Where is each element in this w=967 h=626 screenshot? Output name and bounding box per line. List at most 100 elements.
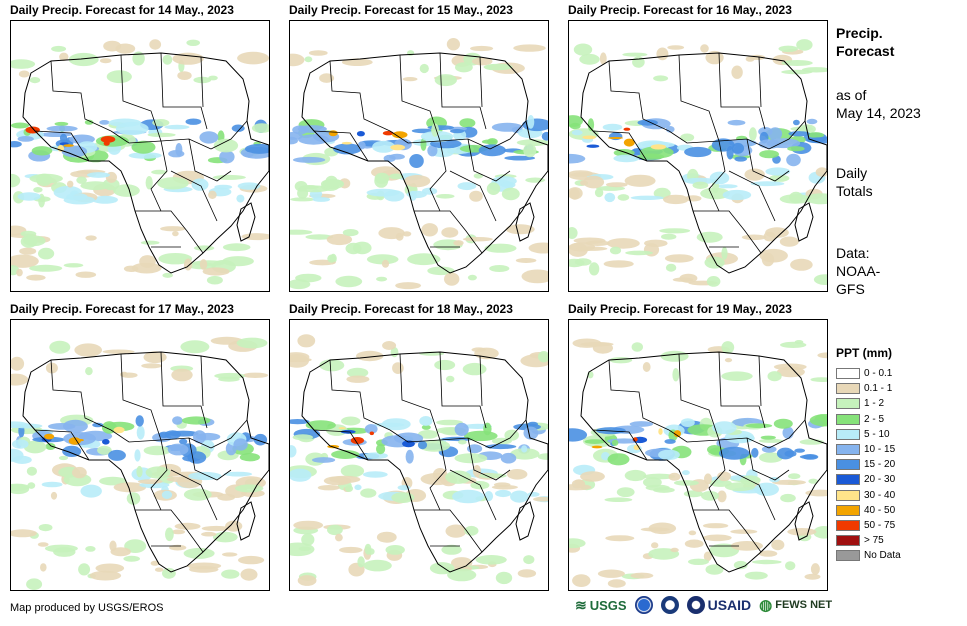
- precip-patch: [66, 193, 88, 201]
- precip-patch: [385, 545, 405, 555]
- precip-patch: [362, 471, 388, 478]
- country-border: [718, 52, 766, 130]
- precip-patch: [813, 274, 827, 285]
- precip-patch: [58, 455, 69, 461]
- precip-patch: [475, 555, 507, 565]
- country-border: [479, 56, 483, 108]
- precip-patch: [688, 530, 697, 536]
- precip-patch: [579, 53, 600, 65]
- precip-patch: [201, 525, 231, 532]
- precip-patch: [806, 118, 818, 125]
- precip-patch: [26, 274, 46, 281]
- precip-patch: [23, 235, 46, 247]
- precip-patch: [445, 470, 472, 484]
- precip-patch: [185, 118, 202, 125]
- precip-patch: [214, 184, 233, 190]
- forecast-panel-6: Daily Precip. Forecast for 19 May., 2023: [568, 302, 828, 592]
- precip-patch: [701, 491, 719, 501]
- precip-patch: [808, 478, 819, 484]
- precip-patch: [702, 534, 732, 542]
- precip-patch: [20, 230, 37, 237]
- country-border: [160, 351, 208, 429]
- precip-patch: [799, 454, 818, 459]
- precip-patch: [405, 449, 414, 464]
- precip-patch: [436, 419, 463, 426]
- precip-patch: [188, 566, 219, 573]
- panel-title: Daily Precip. Forecast for 14 May., 2023: [10, 3, 234, 17]
- country-border: [678, 54, 720, 142]
- precip-patch: [327, 254, 336, 263]
- legend-item: 30 - 40: [836, 488, 956, 503]
- heavy-precip-patch: [341, 141, 352, 145]
- precip-patch: [538, 351, 548, 363]
- precip-patch: [172, 416, 183, 425]
- precip-patch: [342, 229, 359, 237]
- precip-patch: [63, 263, 84, 268]
- precip-patch: [580, 471, 605, 482]
- precip-patch: [11, 254, 39, 268]
- precip-patch: [805, 193, 827, 205]
- precip-patch: [648, 522, 677, 535]
- precip-patch: [366, 254, 399, 265]
- precip-patch: [601, 452, 610, 461]
- country-border: [479, 355, 483, 407]
- madagascar-outline: [236, 501, 256, 541]
- heavy-precip-patch: [356, 131, 365, 137]
- precip-patch: [364, 424, 378, 434]
- precip-patch: [569, 538, 586, 549]
- heavy-precip-patch: [382, 131, 394, 136]
- precip-patch: [605, 535, 635, 542]
- precip-patch: [734, 156, 747, 162]
- precip-patch: [751, 559, 782, 565]
- precip-patch: [319, 73, 335, 83]
- africa-map-svg: [290, 38, 548, 290]
- forecast-panel-1: Daily Precip. Forecast for 14 May., 2023: [10, 3, 270, 293]
- precip-patch: [684, 539, 704, 548]
- precip-patch: [237, 182, 261, 190]
- precip-patch: [751, 447, 759, 458]
- precip-patch: [446, 38, 460, 51]
- precip-patch: [106, 70, 132, 84]
- country-border: [200, 355, 204, 407]
- precip-patch: [92, 195, 118, 204]
- precip-patch: [459, 118, 476, 128]
- precip-patch: [617, 194, 630, 201]
- precip-patch: [41, 481, 63, 488]
- precip-patch: [389, 173, 404, 180]
- legend-item: 20 - 30: [836, 472, 956, 487]
- precip-patch: [505, 224, 535, 235]
- usgs-wave-icon: ≋: [575, 596, 587, 613]
- precip-patch: [327, 524, 343, 536]
- precip-patch: [660, 350, 689, 362]
- precip-patch: [290, 136, 298, 145]
- precip-patch: [149, 39, 162, 50]
- precip-patch: [217, 493, 236, 501]
- precip-patch: [444, 272, 460, 286]
- precip-patch: [624, 174, 656, 187]
- precip-patch: [629, 421, 654, 427]
- precip-patch: [322, 179, 343, 187]
- precip-patch: [191, 178, 209, 191]
- africa-map-svg: [569, 39, 827, 287]
- precip-patch: [501, 187, 520, 201]
- precip-patch: [298, 546, 311, 551]
- precip-patch: [168, 150, 185, 158]
- precip-patch: [571, 129, 583, 136]
- precip-patch: [606, 238, 640, 249]
- precip-patch: [16, 268, 23, 277]
- precip-patch: [251, 123, 269, 133]
- precip-patch: [363, 559, 392, 572]
- legend-label: > 75: [864, 535, 884, 547]
- precip-patch: [419, 416, 433, 426]
- precip-patch: [768, 127, 783, 141]
- heavy-precip-patch: [44, 433, 55, 440]
- precip-patch: [331, 450, 360, 459]
- precip-patch: [727, 119, 746, 126]
- precip-patch: [164, 124, 190, 130]
- legend-label: 1 - 2: [864, 398, 885, 410]
- precip-patch: [99, 476, 127, 486]
- precip-patch: [703, 551, 712, 562]
- precip-patch: [290, 419, 310, 425]
- precip-patch: [481, 139, 497, 144]
- precip-patch: [704, 256, 725, 269]
